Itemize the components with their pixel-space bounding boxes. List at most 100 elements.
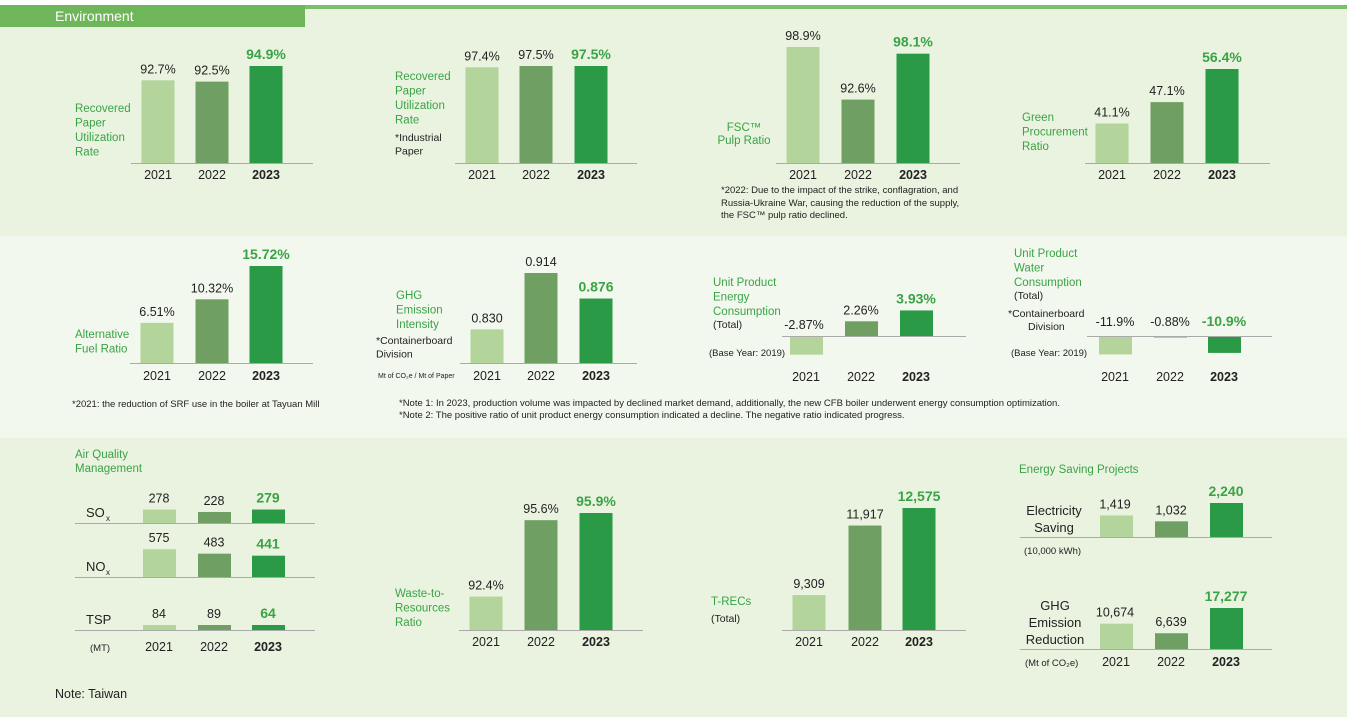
energy-note-2: *Note 2: The positive ratio of unit prod…: [399, 410, 905, 421]
energy-label-1: Energy: [713, 292, 750, 304]
waste-value-label-2023: 95.9%: [576, 493, 616, 509]
altfuel-bar-2021: [140, 322, 174, 363]
green-value-label-2021: 41.1%: [1094, 105, 1129, 119]
rpu1-bar-2021: [141, 80, 175, 163]
altfuel-x-tick-2022: 2022: [198, 369, 226, 383]
header-rule: [305, 5, 1347, 9]
fsc-value-label-2022: 92.6%: [840, 82, 875, 96]
ghgint-sublabel-1: Division: [376, 349, 413, 361]
waste-value-label-2021: 92.4%: [468, 579, 503, 593]
ghgint-label-1: Emission: [396, 305, 443, 317]
saving-unit-1: (Mt of CO₂e): [1025, 658, 1078, 669]
energy-label-0: Unit Product: [713, 277, 777, 289]
saving-value-label-0-2023: 2,240: [1208, 483, 1243, 499]
water-value-label-2021: -11.9%: [1096, 315, 1135, 329]
srf-note: *2021: the reduction of SRF use in the b…: [72, 399, 320, 410]
green-x-tick-2023: 2023: [1208, 168, 1236, 182]
water-label-2: Consumption: [1014, 277, 1082, 289]
water-value-label-2022: -0.88%: [1150, 315, 1190, 329]
air-x-tick-2022: 2022: [200, 640, 228, 654]
footer-note: Note: Taiwan: [55, 687, 128, 701]
rpu1-label-1: Paper: [75, 118, 106, 130]
green-value-label-2022: 47.1%: [1149, 84, 1184, 98]
energy-x-tick-2023: 2023: [902, 370, 930, 384]
air-series-subscript-0: x: [106, 514, 110, 523]
fsc-value-label-2023: 98.1%: [893, 34, 933, 50]
altfuel-bar-2023: [249, 266, 283, 363]
waste-x-tick-2023: 2023: [582, 635, 610, 649]
water-label-1: Water: [1014, 263, 1044, 275]
rpu2-label-1: Paper: [395, 86, 426, 98]
trecs-x-tick-2022: 2022: [851, 635, 879, 649]
air-value-label-0-2021: 278: [149, 492, 170, 506]
water-base-year: (Base Year: 2019): [1011, 348, 1087, 359]
green-bar-2021: [1095, 123, 1129, 163]
air-nox-bar-2022: [198, 553, 231, 577]
air-value-label-0-2023: 279: [256, 490, 280, 506]
fsc-x-tick-2022: 2022: [844, 168, 872, 182]
air-value-label-1-2022: 483: [204, 536, 225, 550]
fsc-x-tick-2023: 2023: [899, 168, 927, 182]
waste-bar-2023: [579, 513, 613, 630]
altfuel-label-0: Alternative: [75, 329, 129, 341]
air-tsp-bar-2022: [198, 625, 231, 630]
fsc-bar-2023: [896, 53, 930, 164]
energy-value-label-2021: -2.87%: [784, 318, 824, 332]
fsc-value-label-2021: 98.9%: [785, 29, 820, 43]
trecs-bar-2021: [792, 595, 826, 630]
waste-x-tick-2021: 2021: [472, 635, 500, 649]
rpu2-label-0: Recovered: [395, 71, 451, 83]
rpu2-x-tick-2021: 2021: [468, 168, 496, 182]
water-value-label-2023: -10.9%: [1202, 313, 1247, 329]
air-value-label-1-2023: 441: [256, 536, 280, 552]
ghgint-label-2: Intensity: [396, 319, 439, 331]
water-bar-2023: [1208, 336, 1241, 353]
rpu2-label-2: Utilization: [395, 100, 445, 112]
ghgint-x-tick-2023: 2023: [582, 369, 610, 383]
saving-series-label-1c: Reduction: [1026, 632, 1085, 647]
ghgint-value-label-2022: 0.914: [525, 255, 556, 269]
section-title: Environment: [55, 8, 134, 24]
energy-bar-2022: [845, 321, 878, 336]
air-sox-bar-2023: [252, 509, 285, 523]
green-label-1: Procurement: [1022, 127, 1089, 139]
ghgint-bar-2023: [579, 298, 613, 363]
altfuel-x-tick-2021: 2021: [143, 369, 171, 383]
trecs-x-tick-2023: 2023: [905, 635, 933, 649]
altfuel-x-tick-2023: 2023: [252, 369, 280, 383]
water-bar-2021: [1099, 336, 1132, 355]
rpu1-label-2: Utilization: [75, 132, 125, 144]
waste-x-tick-2022: 2022: [527, 635, 555, 649]
waste-label-2: Ratio: [395, 617, 422, 629]
fsc-bar-2021: [786, 47, 820, 163]
green-x-tick-2022: 2022: [1153, 168, 1181, 182]
energy-sublabel-0: (Total): [713, 319, 742, 331]
trecs-sublabel-0: (Total): [711, 613, 740, 625]
fsc-note: *2022: Due to the impact of the strike, …: [721, 185, 960, 221]
air-value-label-1-2021: 575: [149, 531, 170, 545]
trecs-bar-2022: [848, 525, 882, 630]
energy-value-label-2023: 3.93%: [896, 290, 936, 306]
rpu1-x-tick-2023: 2023: [252, 168, 280, 182]
air-tsp-bar-2021: [143, 625, 176, 630]
water-x-tick-2021: 2021: [1101, 370, 1129, 384]
rpu1-value-label-2022: 92.5%: [194, 64, 229, 78]
ghgint-value-label-2021: 0.830: [471, 311, 502, 325]
rpu1-label-3: Rate: [75, 147, 99, 159]
rpu1-value-label-2023: 94.9%: [246, 46, 286, 62]
water-sublabel-0: (Total): [1014, 290, 1043, 302]
saving-ghg-bar-2023: [1210, 608, 1243, 649]
altfuel-value-label-2022: 10.32%: [191, 281, 233, 295]
saving-value-label-0-2022: 1,032: [1155, 503, 1186, 517]
saving-series-label-0a: Electricity: [1026, 503, 1082, 518]
rpu1-label-0: Recovered: [75, 103, 131, 115]
water-x-tick-2023: 2023: [1210, 370, 1238, 384]
rpu1-value-label-2021: 92.7%: [140, 62, 175, 76]
fsc-bar-2022: [841, 99, 875, 163]
energy-value-label-2022: 2.26%: [843, 303, 878, 317]
saving-title: Energy Saving Projects: [1019, 464, 1139, 476]
green-x-tick-2021: 2021: [1098, 168, 1126, 182]
saving-value-label-1-2023: 17,277: [1205, 588, 1248, 604]
